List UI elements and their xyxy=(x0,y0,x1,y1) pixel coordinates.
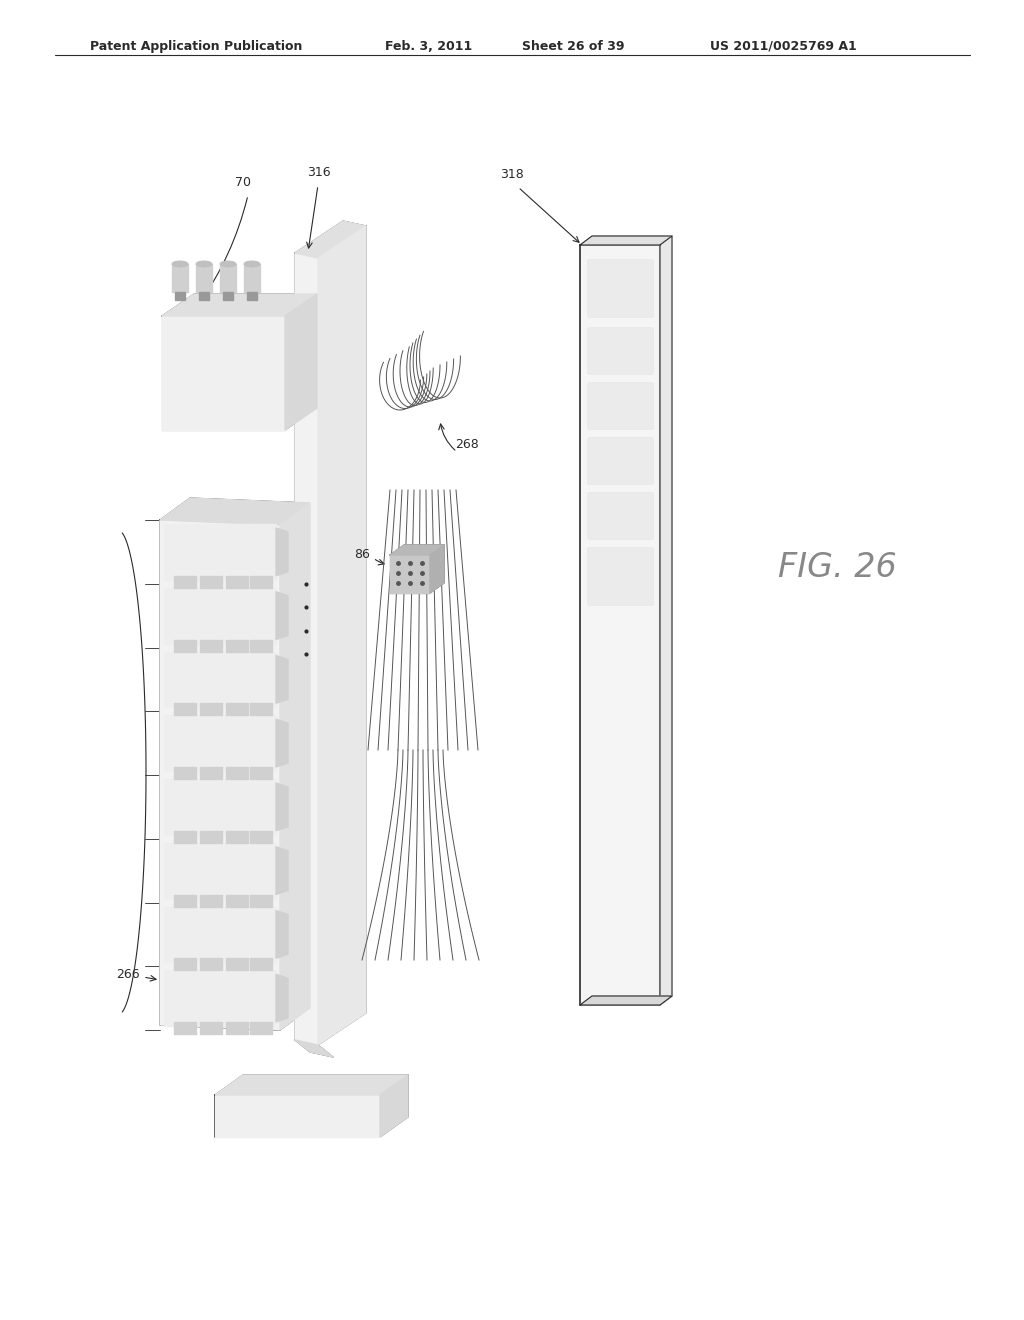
Polygon shape xyxy=(250,895,272,907)
Ellipse shape xyxy=(172,261,188,267)
Text: Patent Application Publication: Patent Application Publication xyxy=(90,40,302,53)
Polygon shape xyxy=(164,652,276,708)
Text: 316: 316 xyxy=(307,166,331,180)
Polygon shape xyxy=(164,587,276,644)
Polygon shape xyxy=(200,1022,222,1034)
Polygon shape xyxy=(580,236,672,246)
Polygon shape xyxy=(280,503,310,1030)
Polygon shape xyxy=(226,895,248,907)
Polygon shape xyxy=(276,591,288,639)
Text: US 2011/0025769 A1: US 2011/0025769 A1 xyxy=(710,40,857,53)
Polygon shape xyxy=(215,1096,380,1137)
Polygon shape xyxy=(200,895,222,907)
Polygon shape xyxy=(164,970,276,1026)
Polygon shape xyxy=(196,264,212,292)
Text: Sheet 26 of 39: Sheet 26 of 39 xyxy=(522,40,625,53)
Polygon shape xyxy=(588,327,652,374)
Polygon shape xyxy=(164,779,276,834)
Polygon shape xyxy=(276,719,288,767)
Polygon shape xyxy=(164,715,276,771)
Polygon shape xyxy=(199,292,209,300)
Polygon shape xyxy=(226,767,248,779)
Polygon shape xyxy=(588,438,652,483)
Polygon shape xyxy=(160,498,310,525)
Polygon shape xyxy=(200,576,222,587)
Polygon shape xyxy=(226,576,248,587)
Polygon shape xyxy=(588,260,652,315)
Text: 294: 294 xyxy=(380,1085,403,1098)
Polygon shape xyxy=(164,524,276,579)
Polygon shape xyxy=(220,264,236,292)
Polygon shape xyxy=(200,639,222,652)
Polygon shape xyxy=(588,383,652,428)
Polygon shape xyxy=(390,554,430,593)
Text: 318: 318 xyxy=(500,169,523,181)
Polygon shape xyxy=(580,997,672,1005)
Polygon shape xyxy=(380,1074,408,1137)
Polygon shape xyxy=(276,656,288,704)
Polygon shape xyxy=(174,704,196,715)
Text: FIG. 26: FIG. 26 xyxy=(778,552,897,583)
Polygon shape xyxy=(580,246,660,1005)
Polygon shape xyxy=(200,830,222,842)
Polygon shape xyxy=(226,958,248,970)
Polygon shape xyxy=(223,292,233,300)
Polygon shape xyxy=(226,704,248,715)
Polygon shape xyxy=(295,220,366,257)
Polygon shape xyxy=(164,842,276,899)
Text: 266: 266 xyxy=(117,969,140,982)
Polygon shape xyxy=(430,545,444,593)
Polygon shape xyxy=(174,830,196,842)
Text: Feb. 3, 2011: Feb. 3, 2011 xyxy=(385,40,472,53)
Polygon shape xyxy=(295,1040,333,1057)
Polygon shape xyxy=(175,292,185,300)
Ellipse shape xyxy=(244,261,260,267)
Polygon shape xyxy=(215,1074,408,1096)
Polygon shape xyxy=(276,974,288,1022)
Polygon shape xyxy=(285,294,317,430)
Polygon shape xyxy=(174,639,196,652)
Polygon shape xyxy=(200,704,222,715)
Ellipse shape xyxy=(196,261,212,267)
Polygon shape xyxy=(588,492,652,539)
Polygon shape xyxy=(174,767,196,779)
Polygon shape xyxy=(276,846,288,895)
Polygon shape xyxy=(172,264,188,292)
Polygon shape xyxy=(200,767,222,779)
Polygon shape xyxy=(276,911,288,958)
Polygon shape xyxy=(200,958,222,970)
Polygon shape xyxy=(250,958,272,970)
Polygon shape xyxy=(276,528,288,576)
Polygon shape xyxy=(244,264,260,292)
Polygon shape xyxy=(660,236,672,1005)
Polygon shape xyxy=(250,767,272,779)
Polygon shape xyxy=(162,294,317,315)
Polygon shape xyxy=(250,704,272,715)
Polygon shape xyxy=(250,1022,272,1034)
Polygon shape xyxy=(295,253,318,1045)
Polygon shape xyxy=(174,895,196,907)
Polygon shape xyxy=(226,830,248,842)
Polygon shape xyxy=(250,639,272,652)
Polygon shape xyxy=(174,1022,196,1034)
Polygon shape xyxy=(588,548,652,605)
Polygon shape xyxy=(250,576,272,587)
Polygon shape xyxy=(164,907,276,962)
Polygon shape xyxy=(162,315,285,430)
Polygon shape xyxy=(174,576,196,587)
Polygon shape xyxy=(250,830,272,842)
Text: 70: 70 xyxy=(234,177,251,190)
Polygon shape xyxy=(174,958,196,970)
Polygon shape xyxy=(390,545,444,554)
Polygon shape xyxy=(160,520,280,1030)
Text: 268: 268 xyxy=(455,438,479,451)
Polygon shape xyxy=(318,226,366,1045)
Polygon shape xyxy=(247,292,257,300)
Polygon shape xyxy=(226,1022,248,1034)
Polygon shape xyxy=(276,783,288,830)
Polygon shape xyxy=(226,639,248,652)
Ellipse shape xyxy=(220,261,236,267)
Text: 86: 86 xyxy=(354,549,370,561)
